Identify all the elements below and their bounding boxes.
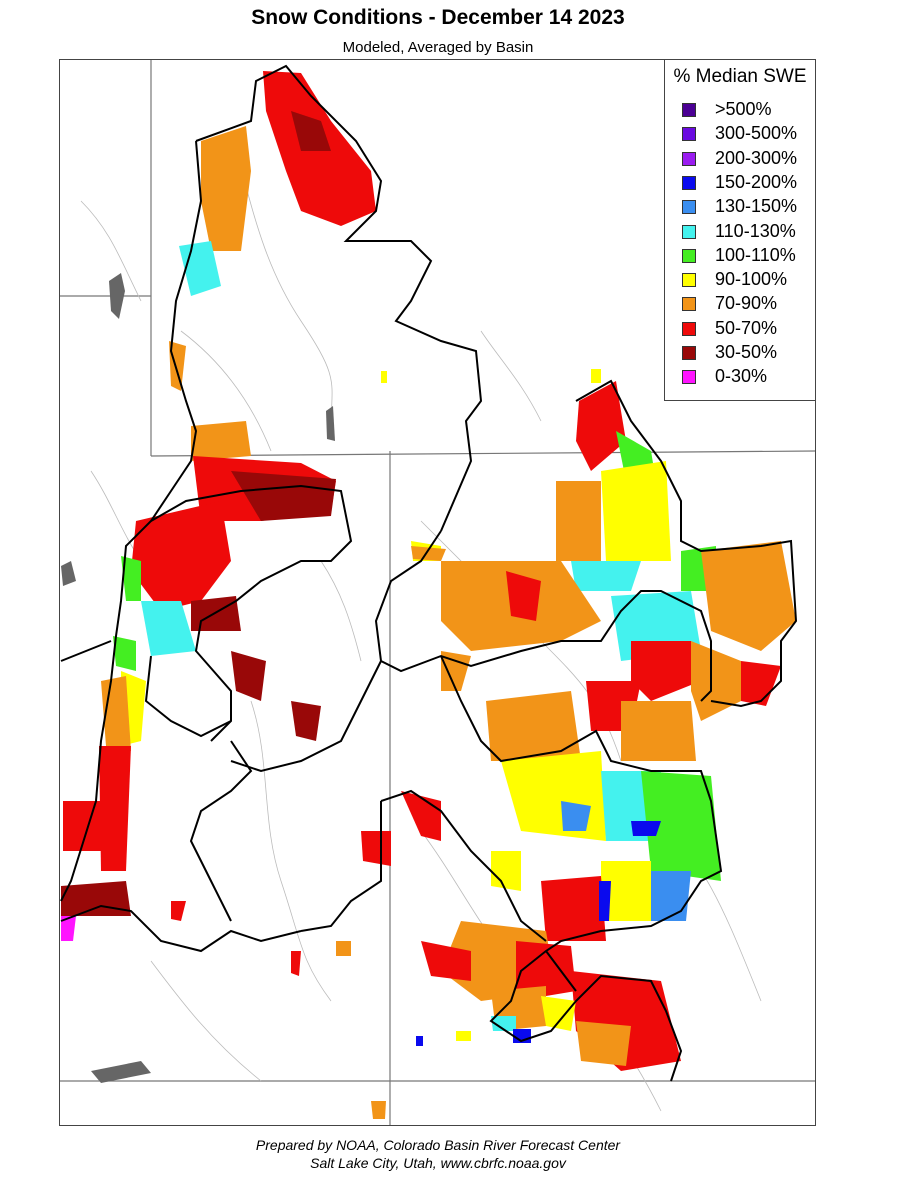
legend-title: % Median SWE	[673, 66, 807, 87]
legend-label: >500%	[715, 99, 772, 119]
legend-swatch	[682, 346, 696, 360]
credit-line-2: Salt Lake City, Utah, www.cbrfc.noaa.gov	[310, 1155, 566, 1171]
legend-label: 30-50%	[715, 342, 778, 362]
legend-swatch	[682, 248, 696, 263]
basin-boundaries	[60, 64, 798, 1082]
legend-item: 90-100%	[682, 269, 812, 291]
map-title: Snow Conditions - December 14 2023	[251, 6, 625, 29]
legend-label: 100-110%	[715, 244, 796, 265]
basin-map-graphic	[60, 60, 815, 1125]
legend-label: 50-70%	[715, 317, 778, 338]
legend-label: 300-500%	[715, 123, 798, 144]
credit-line-1: Prepared by NOAA, Colorado Basin River F…	[255, 1137, 621, 1153]
legend-item: 130-150%	[682, 196, 812, 218]
legend-swatch	[682, 200, 696, 215]
map-subtitle: Modeled, Averaged by Basin	[342, 39, 534, 56]
legend: % Median SWE >500% 300-500% 200-300% 150-20…	[664, 59, 816, 401]
legend-item: 70-90%	[682, 293, 812, 315]
legend-swatch	[682, 370, 696, 385]
legend-item: 110-130%	[682, 221, 812, 243]
legend-item: 100-110%	[682, 245, 812, 267]
legend-item: 200-300%	[682, 148, 812, 170]
snow-regions	[61, 71, 796, 1119]
legend-label: 130-150%	[715, 196, 798, 217]
legend-label: 0-30%	[715, 366, 768, 387]
legend-label: 150-200%	[715, 171, 798, 192]
legend-swatch	[682, 103, 696, 117]
legend-item: 50-70%	[682, 318, 812, 340]
legend-label: 70-90%	[715, 293, 778, 314]
legend-item: 0-30%	[682, 366, 812, 388]
legend-label: 110-130%	[715, 220, 796, 241]
legend-swatch	[682, 127, 696, 142]
legend-label: 90-100%	[715, 269, 788, 290]
legend-label: 200-300%	[715, 147, 798, 168]
legend-swatch	[682, 175, 696, 190]
lakes	[61, 273, 335, 1083]
legend-swatch	[682, 321, 696, 336]
legend-item: 30-50%	[682, 342, 812, 364]
legend-swatch	[682, 224, 696, 239]
legend-swatch	[682, 297, 696, 312]
legend-item: 300-500%	[682, 123, 812, 145]
legend-swatch	[682, 151, 696, 166]
legend-item: >500%	[682, 99, 812, 121]
state-boundaries	[60, 60, 815, 1125]
legend-swatch	[682, 273, 696, 288]
legend-item: 150-200%	[682, 172, 812, 194]
